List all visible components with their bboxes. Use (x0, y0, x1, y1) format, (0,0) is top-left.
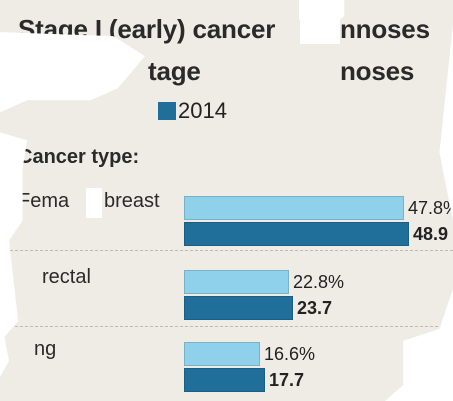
bar-female-breast-prior (184, 196, 404, 220)
torn-gap-title (300, 0, 340, 44)
legend-swatch-2014 (158, 102, 176, 120)
value-label-lung-prior: 16.6% (264, 344, 316, 364)
row-divider-1 (0, 250, 453, 251)
category-label-female-breast-part2: breast (104, 190, 160, 212)
value-label-female-breast-2014: 48.9 (413, 224, 449, 244)
chart-title-line1-right: nnoses (340, 14, 430, 44)
value-label-colorectal-2014: 23.7 (297, 298, 333, 318)
value-label-lung-2014: 17.7 (269, 370, 305, 390)
category-label-colorectal: rectal (42, 266, 91, 288)
cancer-type-label: Cancer type: (18, 146, 140, 168)
bar-lung-2014 (184, 368, 265, 392)
chart-title-line2-right: noses (340, 56, 415, 86)
bar-lung-prior (184, 342, 260, 366)
chart-title-line1-left: Stage I (early) cancer (18, 14, 276, 44)
bar-colorectal-prior (184, 270, 289, 294)
value-label-colorectal-prior: 22.8% (293, 272, 345, 292)
chart-title-line2-left: tage (148, 56, 201, 86)
value-label-female-breast-prior: 47.8% (408, 198, 453, 218)
category-label-lung: ng (34, 338, 57, 360)
category-label-female-breast-part1: Fema (18, 190, 70, 212)
torn-gap-breast-label (86, 188, 102, 218)
legend-label-2014: 2014 (178, 98, 227, 123)
row-divider-2 (0, 326, 453, 327)
bar-colorectal-2014 (184, 296, 293, 320)
bar-female-breast-2014 (184, 222, 409, 246)
